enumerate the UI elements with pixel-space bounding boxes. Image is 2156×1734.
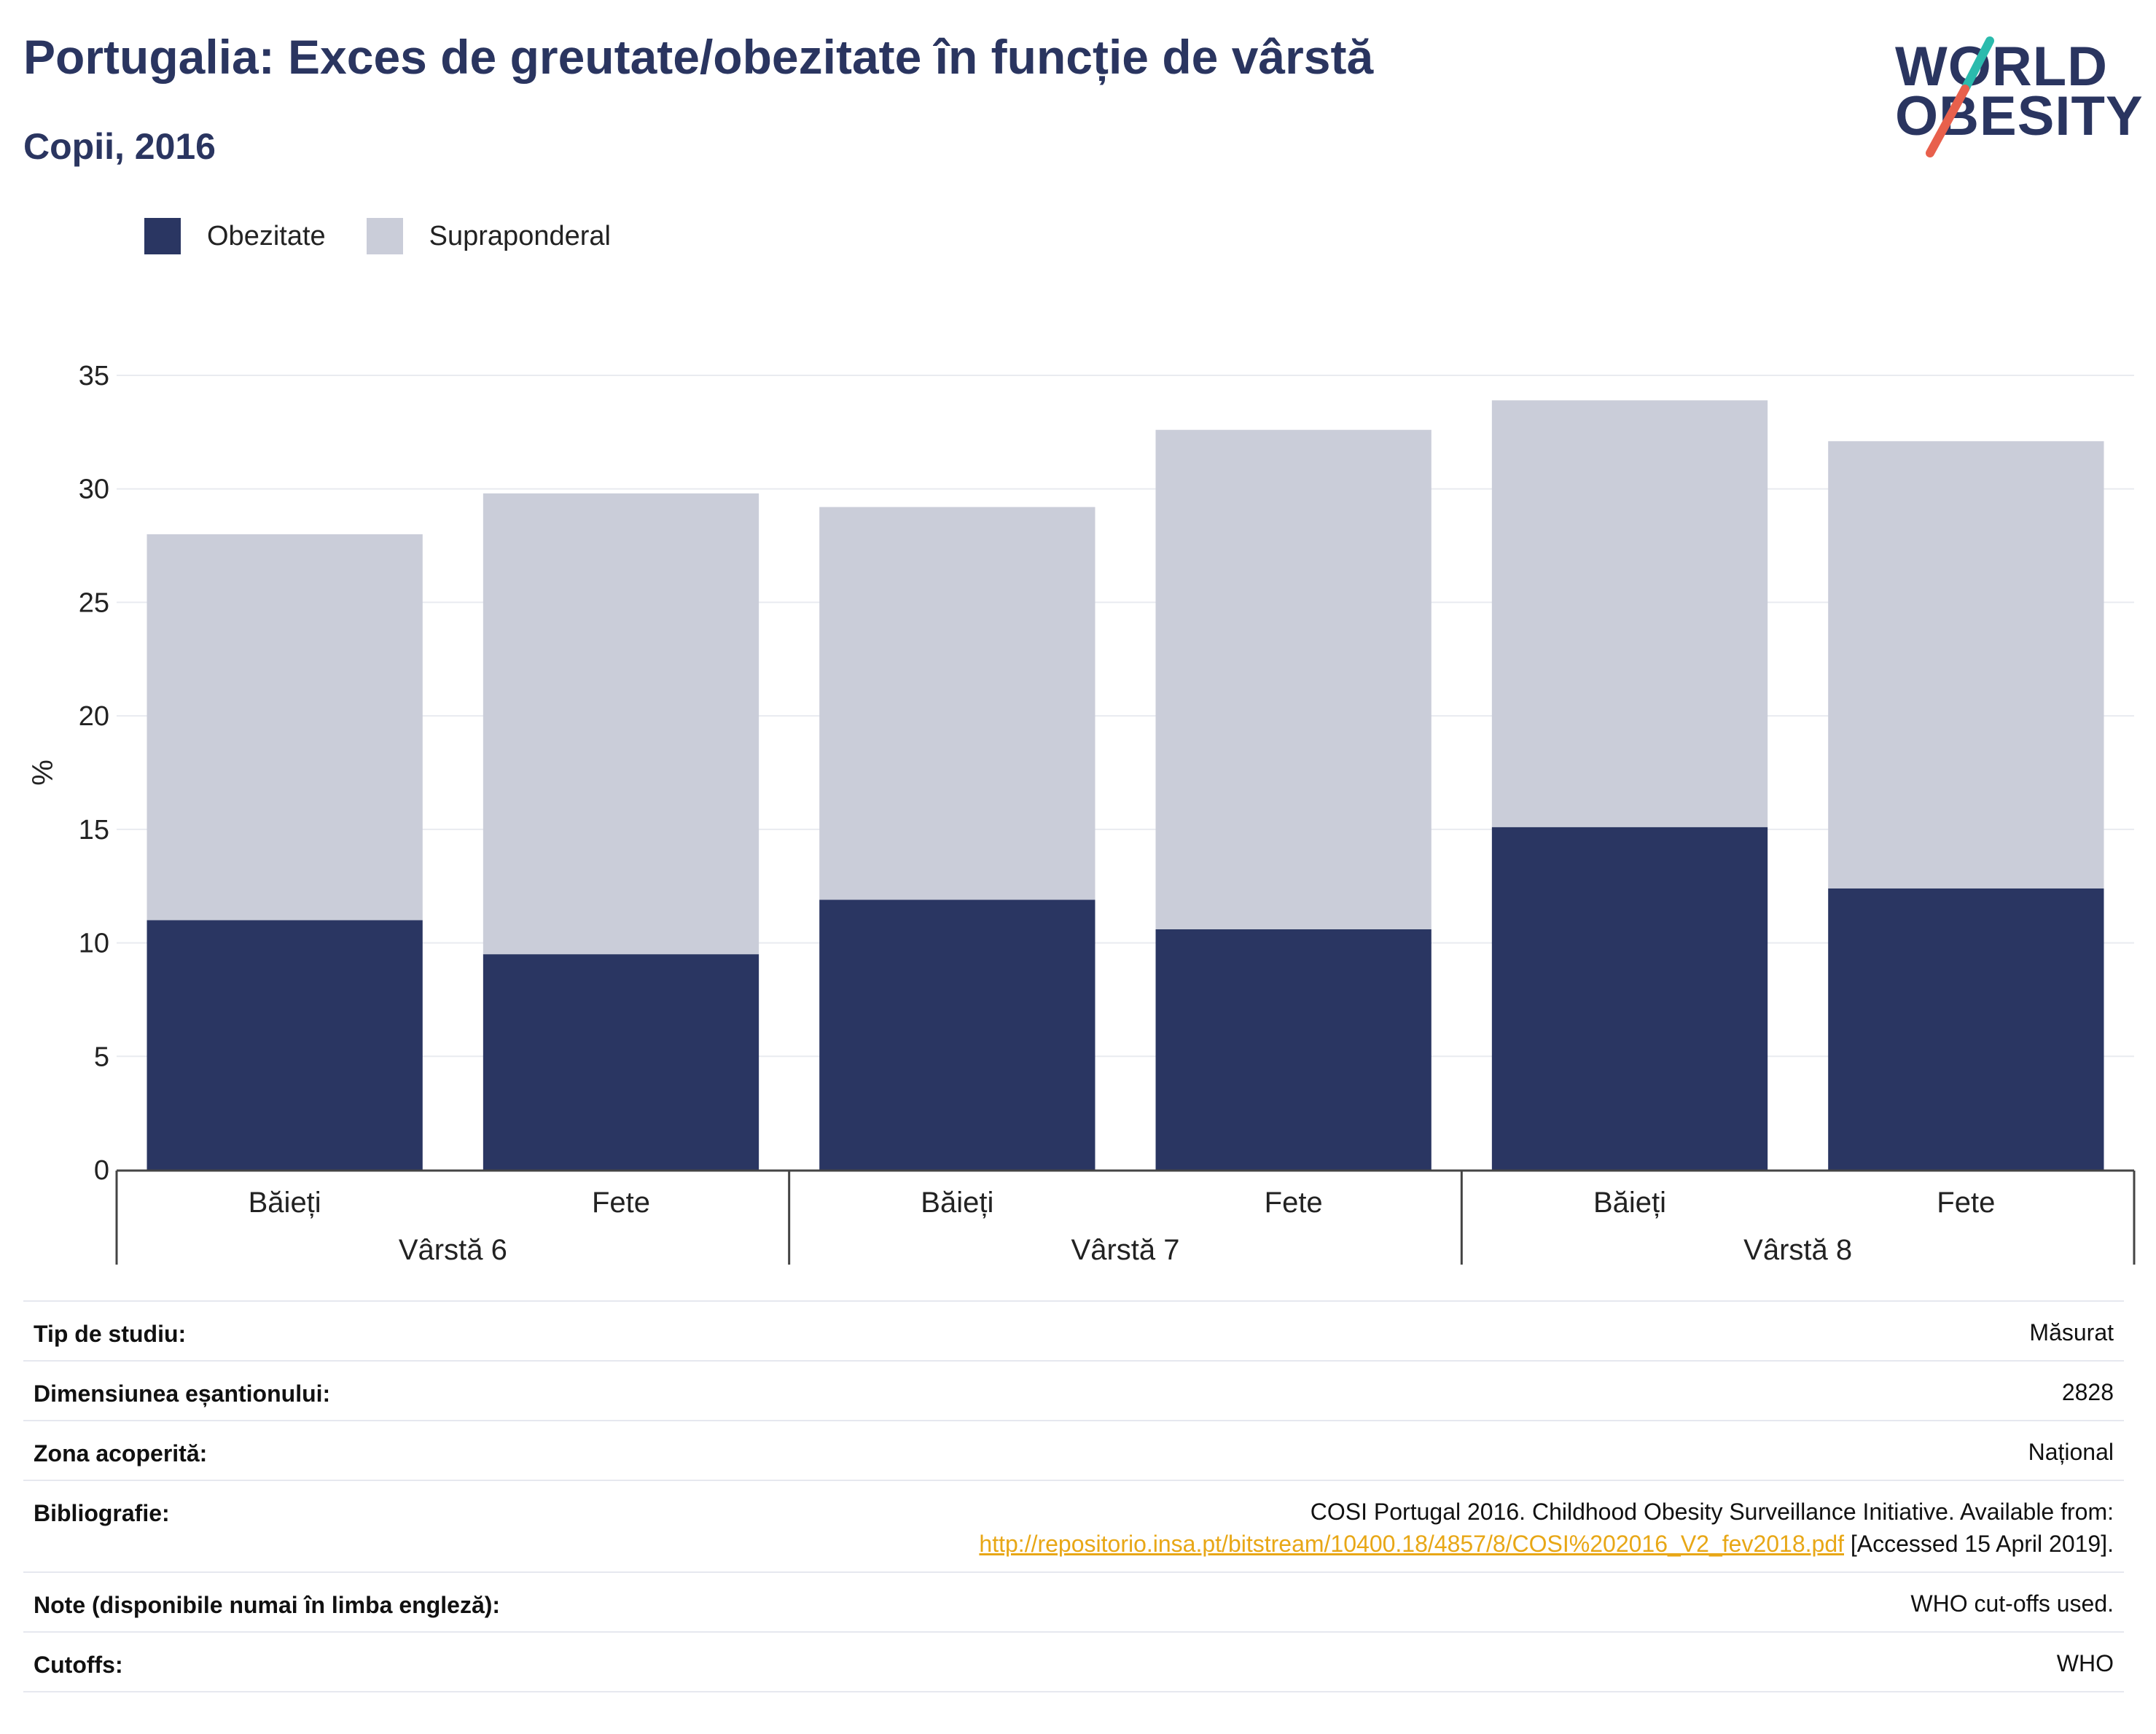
x-tick-label: Băieți bbox=[249, 1187, 321, 1219]
bar-obezitate bbox=[1491, 827, 1768, 1170]
chart-subtitle: Copii, 2016 bbox=[23, 126, 216, 167]
details-value: WHO bbox=[2056, 1650, 2114, 1676]
group-label: Vârstă 7 bbox=[1071, 1234, 1180, 1266]
y-tick-label: 0 bbox=[94, 1155, 109, 1186]
bar-supraponderal bbox=[1828, 441, 2104, 889]
details-value: 2828 bbox=[2061, 1379, 2114, 1405]
bar-obezitate bbox=[1155, 929, 1432, 1170]
legend-swatch-supraponderal bbox=[366, 218, 403, 254]
legend-label-supraponderal: Supraponderal bbox=[429, 220, 611, 251]
bar-supraponderal bbox=[1155, 429, 1432, 929]
details-value: Măsurat bbox=[2029, 1319, 2114, 1346]
y-tick-label: 35 bbox=[79, 361, 109, 391]
details-value: COSI Portugal 2016. Childhood Obesity Su… bbox=[979, 1481, 2114, 1560]
chart-title: Portugalia: Exces de greutate/obezitate … bbox=[23, 30, 1374, 84]
details-row-area: Zona acoperită: Național bbox=[23, 1420, 2124, 1480]
stacked-bar-chart: 0 5 10 15 20 25 30 35% Băieți Fete Băieți Fete Băieț… bbox=[27, 361, 2136, 1266]
bibliography-link[interactable]: http://repositorio.insa.pt/bitstream/104… bbox=[979, 1531, 1844, 1557]
details-table: Tip de studiu: Măsurat Dimensiunea eșant… bbox=[23, 1300, 2124, 1692]
details-row-study-type: Tip de studiu: Măsurat bbox=[23, 1300, 2124, 1360]
x-tick-label: Fete bbox=[1265, 1187, 1323, 1219]
bar-supraponderal bbox=[1491, 400, 1768, 827]
y-tick-label: 20 bbox=[79, 701, 109, 732]
legend-item-supraponderal[interactable]: Supraponderal bbox=[366, 218, 611, 254]
logo-line-1: WORLD bbox=[1895, 36, 2109, 98]
group-label: Vârstă 6 bbox=[399, 1234, 507, 1266]
logo-slash-icon bbox=[1926, 36, 1994, 157]
y-axis-label: % bbox=[27, 759, 59, 786]
y-tick-label: 15 bbox=[79, 815, 109, 845]
chart-legend: Obezitate Supraponderal bbox=[144, 217, 652, 255]
details-value: Național bbox=[2028, 1439, 2114, 1465]
details-label: Bibliografie: bbox=[34, 1500, 170, 1526]
bar-obezitate bbox=[483, 954, 759, 1170]
x-tick-label: Băieți bbox=[1593, 1187, 1666, 1219]
legend-item-obezitate[interactable]: Obezitate bbox=[144, 218, 326, 254]
bibliography-accessed: [Accessed 15 April 2019]. bbox=[1844, 1531, 2114, 1557]
details-row-sample-size: Dimensiunea eșantionului: 2828 bbox=[23, 1360, 2124, 1420]
details-value: WHO cut-offs used. bbox=[1910, 1590, 2114, 1617]
bar-obezitate bbox=[147, 920, 423, 1170]
details-label: Tip de studiu: bbox=[34, 1321, 187, 1347]
bar-supraponderal bbox=[819, 507, 1095, 900]
bibliography-text: COSI Portugal 2016. Childhood Obesity Su… bbox=[1310, 1499, 2114, 1525]
details-row-cutoffs: Cutoffs: WHO bbox=[23, 1631, 2124, 1692]
legend-swatch-obezitate bbox=[144, 218, 181, 254]
y-tick-label: 5 bbox=[94, 1042, 109, 1072]
x-tick-label: Băieți bbox=[921, 1187, 993, 1219]
x-tick-label: Fete bbox=[1937, 1187, 1995, 1219]
bar-supraponderal bbox=[483, 493, 759, 955]
legend-label-obezitate: Obezitate bbox=[207, 220, 326, 251]
details-row-bibliography: Bibliografie: COSI Portugal 2016. Childh… bbox=[23, 1480, 2124, 1571]
details-label: Zona acoperită: bbox=[34, 1440, 208, 1467]
world-obesity-logo: WORLD OBESITY bbox=[1895, 35, 2143, 159]
bar-supraponderal bbox=[147, 534, 423, 921]
y-tick-label: 25 bbox=[79, 587, 109, 618]
group-label: Vârstă 8 bbox=[1743, 1234, 1852, 1266]
details-label: Cutoffs: bbox=[34, 1652, 123, 1678]
y-tick-label: 10 bbox=[79, 929, 109, 959]
x-tick-label: Fete bbox=[592, 1187, 650, 1219]
details-label: Dimensiunea eșantionului: bbox=[34, 1380, 331, 1407]
details-row-notes: Note (disponibile numai în limba engleză… bbox=[23, 1571, 2124, 1631]
y-tick-label: 30 bbox=[79, 474, 109, 505]
bar-obezitate bbox=[1828, 888, 2104, 1170]
bar-obezitate bbox=[819, 899, 1095, 1170]
details-label: Note (disponibile numai în limba engleză… bbox=[34, 1592, 501, 1618]
